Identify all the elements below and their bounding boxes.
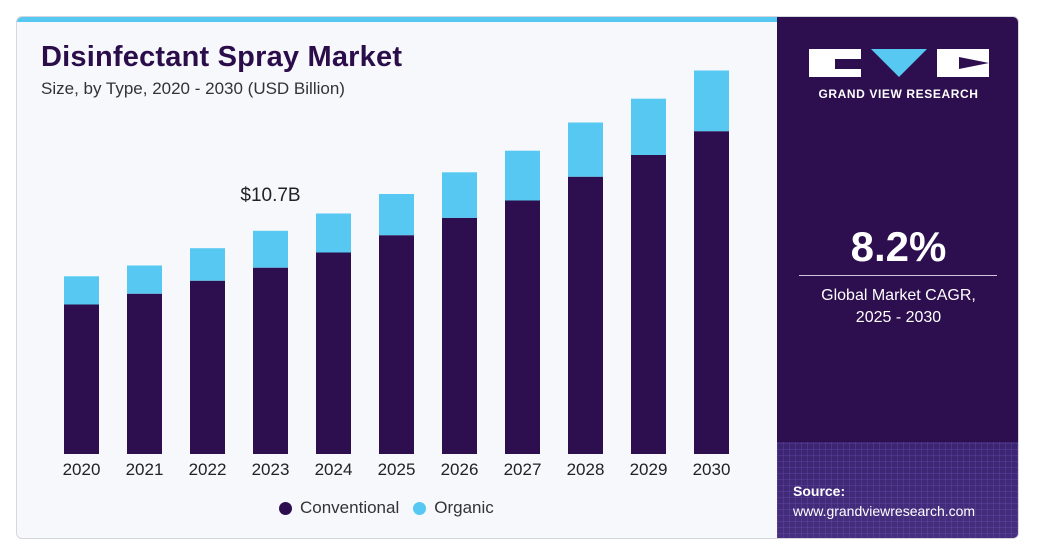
x-tick-label-2020: 2020 (63, 460, 101, 479)
cagr-label-line2: 2025 - 2030 (855, 309, 942, 326)
bar-conventional-2022 (190, 280, 225, 454)
bar-conventional-2030 (694, 131, 729, 454)
cagr-label: Global Market CAGR, 2025 - 2030 (777, 285, 1018, 329)
side-panel: GRAND VIEW RESEARCH 8.2% Global Market C… (777, 17, 1018, 538)
grand-view-research-logo-icon (809, 49, 989, 77)
data-label-2023: $10.7B (240, 185, 300, 206)
cagr-label-line1: Global Market CAGR, (821, 287, 976, 304)
x-tick-label-2029: 2029 (630, 460, 668, 479)
bar-organic-2021 (127, 265, 162, 294)
chart-card: Disinfectant Spray Market Size, by Type,… (16, 16, 1019, 539)
bar-organic-2030 (694, 70, 729, 132)
x-tick-label-2030: 2030 (693, 460, 731, 479)
x-tick-label-2022: 2022 (189, 460, 227, 479)
bar-organic-2023 (253, 230, 288, 268)
bar-organic-2022 (190, 248, 225, 281)
x-tick-label-2028: 2028 (567, 460, 605, 479)
cagr-value: 8.2% (850, 223, 947, 270)
bar-conventional-2027 (505, 200, 540, 454)
legend-item-organic: Organic (413, 498, 494, 518)
bar-conventional-2023 (253, 267, 288, 454)
bar-organic-2027 (505, 150, 540, 201)
x-tick-label-2021: 2021 (126, 460, 164, 479)
legend-item-conventional: Conventional (279, 498, 399, 518)
x-tick-label-2023: 2023 (252, 460, 290, 479)
top-accent-bar (17, 17, 777, 22)
legend-swatch-organic (413, 501, 427, 515)
bar-chart: 2020 2021 2022 2023 2024 2025 2026 2027 2028 2029… (63, 70, 731, 479)
legend-swatch-conventional (279, 501, 292, 515)
bar-conventional-2021 (127, 293, 162, 454)
bar-conventional-2025 (379, 235, 414, 454)
chart-title: Disinfectant Spray Market (41, 41, 403, 73)
x-tick-label-2027: 2027 (504, 460, 542, 479)
bar-conventional-2028 (568, 176, 603, 454)
source-label: Source: (793, 483, 846, 499)
source-url-link[interactable]: www.grandviewresearch.com (793, 503, 976, 519)
bar-conventional-2029 (631, 155, 666, 454)
x-tick-label-2024: 2024 (315, 460, 353, 479)
cagr-divider (799, 275, 997, 276)
chart-subtitle: Size, by Type, 2020 - 2030 (USD Billion) (41, 79, 345, 98)
x-tick-label-2025: 2025 (378, 460, 416, 479)
bar-organic-2026 (442, 172, 477, 218)
bar-organic-2029 (631, 98, 666, 155)
source-block: Source: www.grandviewresearch.com (777, 442, 1018, 538)
x-tick-label-2026: 2026 (441, 460, 479, 479)
bar-organic-2028 (568, 122, 603, 177)
legend-label-conventional: Conventional (300, 498, 400, 517)
legend-label-organic: Organic (434, 498, 494, 517)
bar-organic-2025 (379, 194, 414, 236)
bar-organic-2020 (64, 276, 99, 305)
bar-conventional-2026 (442, 217, 477, 454)
brand-name: GRAND VIEW RESEARCH (818, 87, 979, 101)
bar-organic-2024 (316, 213, 351, 253)
bar-conventional-2020 (64, 304, 99, 454)
legend: Conventional Organic (279, 498, 494, 518)
bar-conventional-2024 (316, 252, 351, 454)
